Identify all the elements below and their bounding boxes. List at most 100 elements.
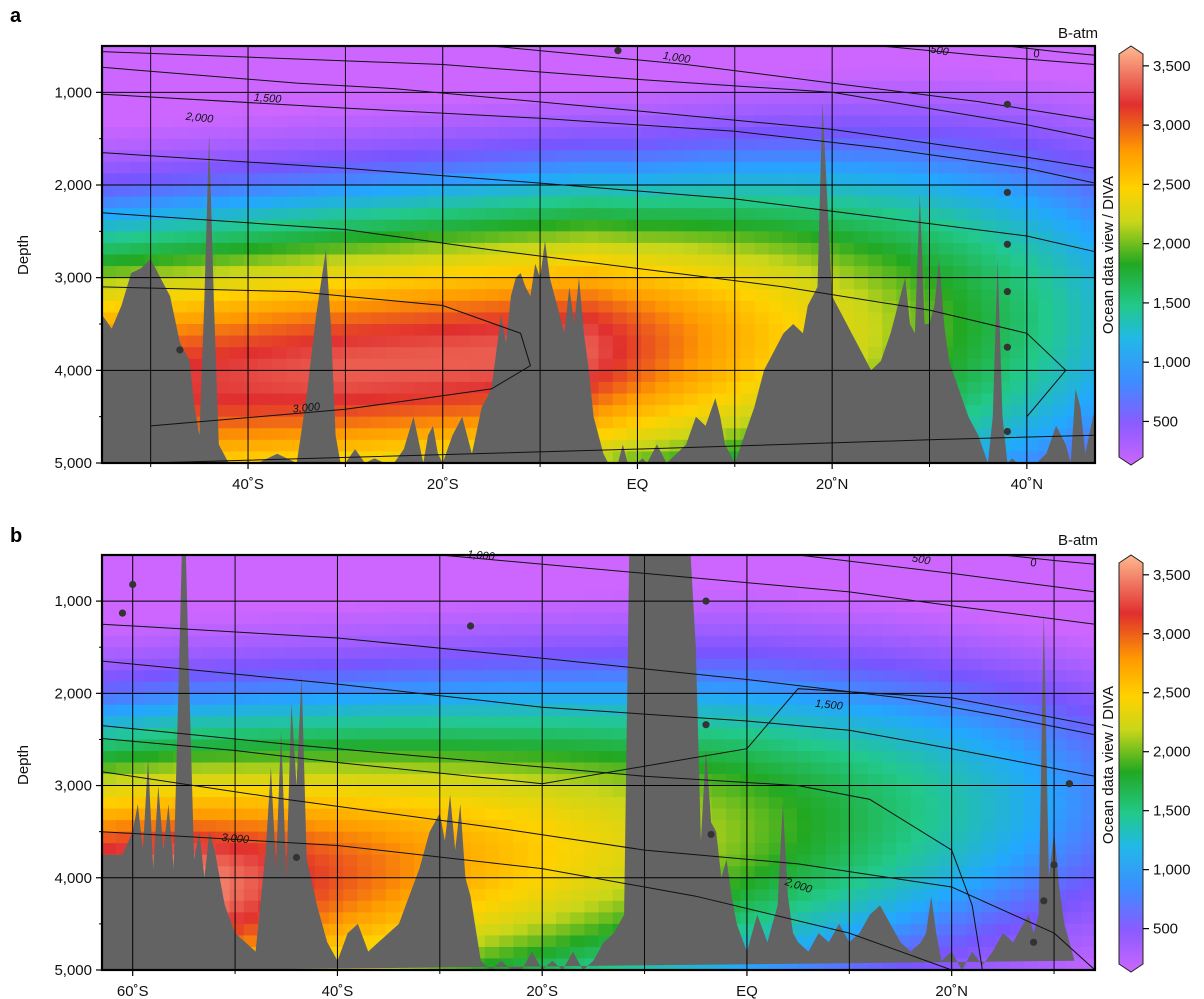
- heatmap-cell: [1024, 219, 1039, 232]
- heatmap-cell: [470, 854, 486, 867]
- heatmap-cell: [612, 866, 628, 879]
- heatmap-cell: [697, 312, 713, 325]
- heatmap-cell: [201, 138, 217, 151]
- heatmap-cell: [399, 774, 415, 787]
- heatmap-cell: [910, 635, 926, 648]
- heatmap-cell: [116, 196, 131, 209]
- station-marker: [1003, 343, 1011, 351]
- heatmap-cell: [102, 601, 117, 614]
- heatmap-cell: [598, 727, 614, 741]
- heatmap-cell: [598, 762, 614, 775]
- heatmap-cell: [470, 289, 486, 302]
- heatmap-cell: [399, 115, 415, 128]
- heatmap-cell: [243, 797, 259, 810]
- heatmap-cell: [286, 381, 302, 395]
- heatmap-cell: [428, 762, 444, 775]
- heatmap-cell: [470, 92, 486, 105]
- heatmap-cell: [995, 739, 1011, 752]
- heatmap-cell: [485, 242, 500, 256]
- heatmap-cell: [399, 381, 415, 395]
- heatmap-cell: [470, 578, 486, 591]
- heatmap-cell: [485, 866, 500, 879]
- heatmap-cell: [215, 739, 231, 752]
- heatmap-cell: [839, 69, 855, 82]
- heatmap-cell: [371, 762, 387, 775]
- heatmap-cell: [570, 681, 585, 694]
- heatmap-cell: [527, 647, 543, 660]
- heatmap-cell: [740, 877, 756, 890]
- heatmap-cell: [371, 185, 387, 198]
- heatmap-cell: [740, 103, 756, 117]
- heatmap-cell: [868, 242, 883, 256]
- heatmap-cell: [485, 762, 500, 775]
- heatmap-cell: [981, 727, 997, 741]
- heatmap-cell: [669, 80, 685, 93]
- heatmap-cell: [953, 877, 968, 890]
- heatmap-cell: [314, 693, 330, 706]
- heatmap-cell: [1009, 601, 1025, 614]
- heatmap-cell: [1066, 335, 1082, 348]
- heatmap-cell: [782, 578, 798, 591]
- heatmap-cell: [258, 658, 273, 671]
- heatmap-cell: [272, 624, 288, 637]
- heatmap-cell: [953, 231, 968, 244]
- heatmap-cell: [697, 219, 713, 232]
- heatmap-cell: [924, 624, 940, 637]
- heatmap-cell: [286, 635, 302, 648]
- heatmap-cell: [485, 578, 500, 591]
- heatmap-cell: [697, 750, 713, 764]
- heatmap-cell: [598, 69, 614, 82]
- colorbar-tick-label: 500: [1153, 413, 1178, 430]
- heatmap-cell: [414, 820, 429, 833]
- heatmap-cell: [102, 693, 117, 706]
- heatmap-cell: [882, 820, 897, 833]
- heatmap-cell: [1052, 393, 1068, 406]
- heatmap-cell: [1038, 242, 1054, 256]
- heatmap-cell: [953, 635, 968, 648]
- heatmap-cell: [541, 739, 557, 752]
- heatmap-cell: [853, 762, 869, 775]
- heatmap-cell: [1066, 92, 1082, 105]
- heatmap-cell: [570, 46, 585, 59]
- heatmap-cell: [555, 727, 571, 741]
- heatmap-cell: [470, 266, 486, 279]
- heatmap-cell: [924, 80, 940, 93]
- heatmap-cell: [499, 103, 514, 117]
- heatmap-cell: [655, 173, 671, 186]
- heatmap-cell: [456, 173, 472, 186]
- heatmap-cell: [612, 347, 628, 360]
- heatmap-cell: [470, 681, 486, 694]
- heatmap-cell: [612, 208, 628, 221]
- heatmap-cell: [967, 785, 983, 798]
- heatmap-cell: [839, 693, 855, 706]
- heatmap-cell: [328, 601, 344, 614]
- heatmap-cell: [882, 889, 897, 902]
- heatmap-cell: [697, 566, 713, 579]
- heatmap-cell: [782, 647, 798, 660]
- heatmap-cell: [385, 797, 401, 810]
- heatmap-cell: [1009, 393, 1025, 406]
- heatmap-cell: [385, 358, 401, 371]
- heatmap-cell: [399, 150, 415, 163]
- heatmap-cell: [499, 289, 514, 302]
- heatmap-cell: [343, 693, 358, 706]
- heatmap-cell: [981, 877, 997, 890]
- heatmap-cell: [229, 693, 245, 706]
- heatmap-cell: [470, 335, 486, 348]
- heatmap-cell: [570, 555, 585, 568]
- heatmap-cell: [485, 739, 500, 752]
- heatmap-cell: [130, 566, 146, 579]
- heatmap-cell: [1009, 46, 1025, 59]
- heatmap-cell: [598, 428, 614, 441]
- heatmap-cell: [541, 889, 557, 902]
- heatmap-cell: [598, 566, 614, 579]
- heatmap-cell: [499, 912, 514, 925]
- heatmap-cell: [626, 277, 642, 290]
- heatmap-cell: [697, 635, 713, 648]
- heatmap-cell: [201, 69, 217, 82]
- heatmap-cell: [428, 566, 444, 579]
- heatmap-cell: [1066, 266, 1082, 279]
- heatmap-cell: [853, 727, 869, 741]
- heatmap-cell: [513, 831, 529, 844]
- heatmap-cell: [357, 624, 373, 637]
